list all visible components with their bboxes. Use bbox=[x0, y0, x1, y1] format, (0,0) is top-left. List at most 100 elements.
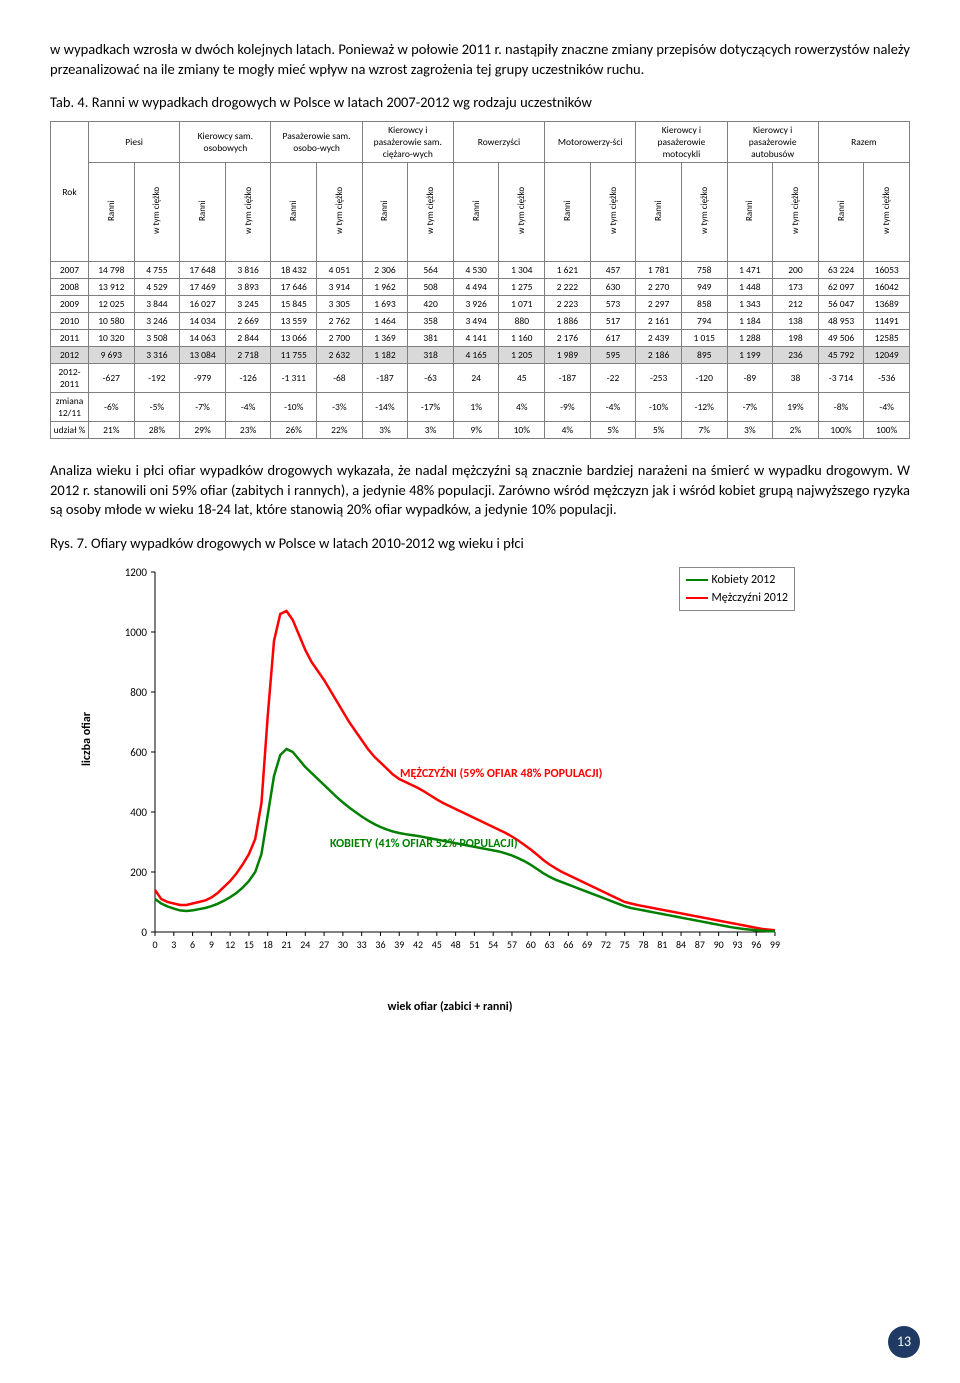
cell: -192 bbox=[134, 364, 180, 393]
cell: 4% bbox=[545, 422, 591, 439]
cell: 9% bbox=[453, 422, 499, 439]
chart-svg: 0200400600800100012000369121518212427303… bbox=[100, 562, 800, 962]
cell: 236 bbox=[773, 347, 819, 364]
cell: -120 bbox=[681, 364, 727, 393]
cell: 3% bbox=[408, 422, 454, 439]
cell: 595 bbox=[590, 347, 636, 364]
cell: 2 306 bbox=[362, 262, 408, 279]
cell: 508 bbox=[408, 279, 454, 296]
cell: -3 714 bbox=[818, 364, 864, 393]
svg-text:87: 87 bbox=[695, 938, 705, 951]
cell: 4 530 bbox=[453, 262, 499, 279]
col-group: Motorowerzy-ści bbox=[545, 122, 636, 163]
cell: 4% bbox=[499, 393, 545, 422]
cell: 1 288 bbox=[727, 330, 773, 347]
cell: -4% bbox=[590, 393, 636, 422]
chart-annotation: MĘŻCZYŹNI (59% OFIAR 48% POPULACJI) bbox=[400, 767, 602, 781]
cell: -126 bbox=[225, 364, 271, 393]
subcol-ranni: Ranni bbox=[727, 163, 773, 262]
cell: 1 693 bbox=[362, 296, 408, 313]
cell: 1 343 bbox=[727, 296, 773, 313]
cell: 1 886 bbox=[545, 313, 591, 330]
cell: 2 161 bbox=[636, 313, 682, 330]
subcol-ciezko: w tym ciężko bbox=[225, 163, 271, 262]
cell: 21% bbox=[89, 422, 135, 439]
row-label: 2007 bbox=[51, 262, 89, 279]
cell: 2 439 bbox=[636, 330, 682, 347]
svg-text:57: 57 bbox=[507, 938, 517, 951]
cell: 212 bbox=[773, 296, 819, 313]
cell: 358 bbox=[408, 313, 454, 330]
cell: 29% bbox=[180, 422, 226, 439]
cell: 49 506 bbox=[818, 330, 864, 347]
table-row: zmiana 12/11-6%-5%-7%-4%-10%-3%-14%-17%1… bbox=[51, 393, 910, 422]
cell: 3 316 bbox=[134, 347, 180, 364]
cell: -979 bbox=[180, 364, 226, 393]
cell: 2 762 bbox=[317, 313, 363, 330]
svg-text:1000: 1000 bbox=[125, 626, 148, 639]
subcol-ciezko: w tym ciężko bbox=[681, 163, 727, 262]
svg-text:60: 60 bbox=[526, 938, 536, 951]
cell: 56 047 bbox=[818, 296, 864, 313]
cell: 17 469 bbox=[180, 279, 226, 296]
subcol-ciezko: w tym ciężko bbox=[773, 163, 819, 262]
cell: 3 816 bbox=[225, 262, 271, 279]
cell: 2 718 bbox=[225, 347, 271, 364]
svg-text:90: 90 bbox=[714, 938, 724, 951]
legend-item: Mężczyźni 2012 bbox=[686, 589, 788, 607]
svg-text:39: 39 bbox=[394, 938, 404, 951]
cell: 1 304 bbox=[499, 262, 545, 279]
cell: 23% bbox=[225, 422, 271, 439]
cell: 2 297 bbox=[636, 296, 682, 313]
svg-text:200: 200 bbox=[130, 866, 147, 879]
cell: 4 494 bbox=[453, 279, 499, 296]
cell: 1 369 bbox=[362, 330, 408, 347]
cell: 1 160 bbox=[499, 330, 545, 347]
cell: -14% bbox=[362, 393, 408, 422]
cell: -187 bbox=[362, 364, 408, 393]
legend-item: Kobiety 2012 bbox=[686, 571, 788, 589]
svg-text:51: 51 bbox=[469, 938, 479, 951]
cell: 858 bbox=[681, 296, 727, 313]
svg-text:15: 15 bbox=[244, 938, 254, 951]
cell: 758 bbox=[681, 262, 727, 279]
svg-text:63: 63 bbox=[544, 938, 554, 951]
cell: 13 559 bbox=[271, 313, 317, 330]
page-number: 13 bbox=[888, 1326, 920, 1358]
cell: -8% bbox=[818, 393, 864, 422]
table-row: udział %21%28%29%23%26%22%3%3%9%10%4%5%5… bbox=[51, 422, 910, 439]
col-group: Kierowcy i pasażerowie autobusów bbox=[727, 122, 818, 163]
cell: 17 648 bbox=[180, 262, 226, 279]
svg-text:42: 42 bbox=[413, 938, 423, 951]
cell: 14 034 bbox=[180, 313, 226, 330]
cell: 1 781 bbox=[636, 262, 682, 279]
col-group: Kierowcy sam. osobowych bbox=[180, 122, 271, 163]
cell: 198 bbox=[773, 330, 819, 347]
svg-text:21: 21 bbox=[281, 938, 291, 951]
cell: -3% bbox=[317, 393, 363, 422]
cell: 3 844 bbox=[134, 296, 180, 313]
cell: 2% bbox=[773, 422, 819, 439]
cell: 63 224 bbox=[818, 262, 864, 279]
cell: 12 025 bbox=[89, 296, 135, 313]
cell: -187 bbox=[545, 364, 591, 393]
table-row: 200912 0253 84416 0273 24515 8453 3051 6… bbox=[51, 296, 910, 313]
cell: 17 646 bbox=[271, 279, 317, 296]
svg-text:66: 66 bbox=[563, 938, 573, 951]
table-row: 200714 7984 75517 6483 81618 4324 0512 3… bbox=[51, 262, 910, 279]
cell: 5% bbox=[590, 422, 636, 439]
cell: -4% bbox=[864, 393, 910, 422]
row-label: zmiana 12/11 bbox=[51, 393, 89, 422]
svg-text:99: 99 bbox=[770, 938, 780, 951]
cell: -12% bbox=[681, 393, 727, 422]
svg-text:18: 18 bbox=[263, 938, 273, 951]
cell: 3 494 bbox=[453, 313, 499, 330]
col-rok: Rok bbox=[51, 122, 89, 262]
col-group: Piesi bbox=[89, 122, 180, 163]
cell: 3 914 bbox=[317, 279, 363, 296]
subcol-ciezko: w tym ciężko bbox=[408, 163, 454, 262]
subcol-ciezko: w tym ciężko bbox=[499, 163, 545, 262]
cell: 1 621 bbox=[545, 262, 591, 279]
table-row: 20129 6933 31613 0842 71811 7552 6321 18… bbox=[51, 347, 910, 364]
cell: 420 bbox=[408, 296, 454, 313]
